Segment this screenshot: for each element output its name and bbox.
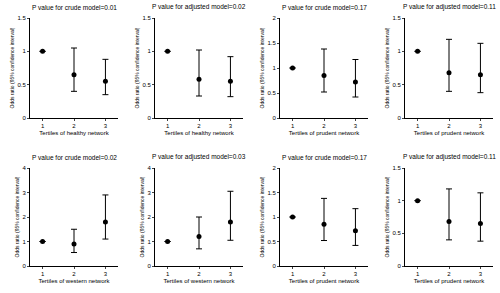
svg-text:0: 0 [22,115,26,121]
svg-text:0.5: 0.5 [392,82,401,88]
svg-text:2: 2 [22,214,26,220]
svg-text:0.5: 0.5 [392,230,401,236]
svg-text:Odds ratio (95% confidence int: Odds ratio (95% confidence interval) [384,176,390,257]
svg-text:0: 0 [147,263,151,269]
svg-text:2: 2 [72,123,76,129]
svg-text:0.5: 0.5 [267,239,276,245]
svg-text:0: 0 [22,263,26,269]
svg-text:2: 2 [147,214,151,220]
svg-text:0: 0 [272,263,276,269]
svg-text:0.5: 0.5 [267,90,276,96]
svg-text:1: 1 [291,271,295,277]
svg-text:1: 1 [397,48,401,54]
svg-text:1.5: 1.5 [142,15,151,21]
svg-text:3: 3 [479,123,483,129]
svg-text:2: 2 [322,123,326,129]
svg-text:1: 1 [22,48,26,54]
svg-text:2: 2 [272,15,276,21]
svg-text:1: 1 [416,271,420,277]
svg-text:Tertiles of healthy network: Tertiles of healthy network [39,130,109,136]
svg-text:1: 1 [41,123,45,129]
svg-text:0: 0 [147,115,151,121]
svg-text:P value for crude model=0.02: P value for crude model=0.02 [32,154,117,161]
svg-text:P value for crude model=0.17: P value for crude model=0.17 [282,4,367,11]
svg-text:1: 1 [291,123,295,129]
svg-text:P value for adjusted model=0.0: P value for adjusted model=0.03 [152,153,246,161]
svg-text:3: 3 [354,123,358,129]
svg-text:0: 0 [397,263,401,269]
svg-text:1.5: 1.5 [17,15,26,21]
svg-text:3: 3 [147,190,151,196]
svg-text:Tertiles of prudent network: Tertiles of prudent network [414,278,485,284]
svg-text:Odds ratio (95% confidence int: Odds ratio (95% confidence interval) [134,27,140,108]
svg-text:Tertiles of western network: Tertiles of western network [38,278,110,284]
svg-text:P value for crude model=0.01: P value for crude model=0.01 [32,4,117,11]
svg-text:3: 3 [229,271,233,277]
svg-text:Tertiles of prudent network: Tertiles of prudent network [414,130,485,136]
svg-text:2: 2 [272,165,276,171]
svg-text:Tertiles of prudent network: Tertiles of prudent network [289,278,360,284]
svg-text:2: 2 [197,123,201,129]
svg-text:P value for adjusted model=0.0: P value for adjusted model=0.02 [152,3,246,11]
svg-text:Tertiles of western network: Tertiles of western network [163,278,235,284]
svg-text:1: 1 [147,239,151,245]
svg-text:P value for adjusted model=0.1: P value for adjusted model=0.11 [403,3,496,11]
svg-text:1: 1 [41,271,45,277]
svg-text:3: 3 [354,271,358,277]
svg-text:4: 4 [147,165,151,171]
svg-text:Odds ratio (95% confidence int: Odds ratio (95% confidence interval) [259,27,265,108]
svg-text:Tertiles of prudent network: Tertiles of prudent network [289,130,360,136]
svg-text:1: 1 [22,239,26,245]
svg-text:2: 2 [322,271,326,277]
svg-text:3: 3 [229,123,233,129]
svg-text:3: 3 [22,190,26,196]
svg-text:1: 1 [397,198,401,204]
svg-text:P value for adjusted model=0.1: P value for adjusted model=0.11 [403,153,496,161]
svg-text:2: 2 [447,271,451,277]
svg-text:3: 3 [104,123,108,129]
svg-text:2: 2 [197,271,201,277]
svg-text:Odds ratio (95% confidence int: Odds ratio (95% confidence interval) [259,176,265,257]
svg-text:1: 1 [147,48,151,54]
svg-text:1.5: 1.5 [267,40,276,46]
svg-text:Odds ratio (95% confidence int: Odds ratio (95% confidence interval) [139,176,145,257]
svg-text:0.5: 0.5 [17,82,26,88]
svg-text:Odds ratio (95% confidence int: Odds ratio (95% confidence interval) [14,176,20,257]
svg-text:Tertiles of healthy network: Tertiles of healthy network [164,130,234,136]
svg-text:P value for crude model=0.17: P value for crude model=0.17 [282,154,367,161]
svg-text:0: 0 [397,115,401,121]
svg-text:1.5: 1.5 [267,190,276,196]
svg-text:Odds ratio (95% confidence int: Odds ratio (95% confidence interval) [384,27,390,108]
svg-text:2: 2 [447,123,451,129]
svg-text:1: 1 [166,271,170,277]
svg-text:1: 1 [166,123,170,129]
svg-text:1: 1 [416,123,420,129]
svg-text:3: 3 [479,271,483,277]
svg-text:1.5: 1.5 [392,15,401,21]
svg-text:1: 1 [272,65,276,71]
svg-text:1.5: 1.5 [392,165,401,171]
svg-text:0.5: 0.5 [142,82,151,88]
svg-text:0: 0 [272,115,276,121]
svg-text:3: 3 [104,271,108,277]
svg-text:1: 1 [272,214,276,220]
svg-text:Odds ratio (95% confidence int: Odds ratio (95% confidence interval) [9,27,15,108]
svg-text:2: 2 [72,271,76,277]
svg-text:4: 4 [22,165,26,171]
